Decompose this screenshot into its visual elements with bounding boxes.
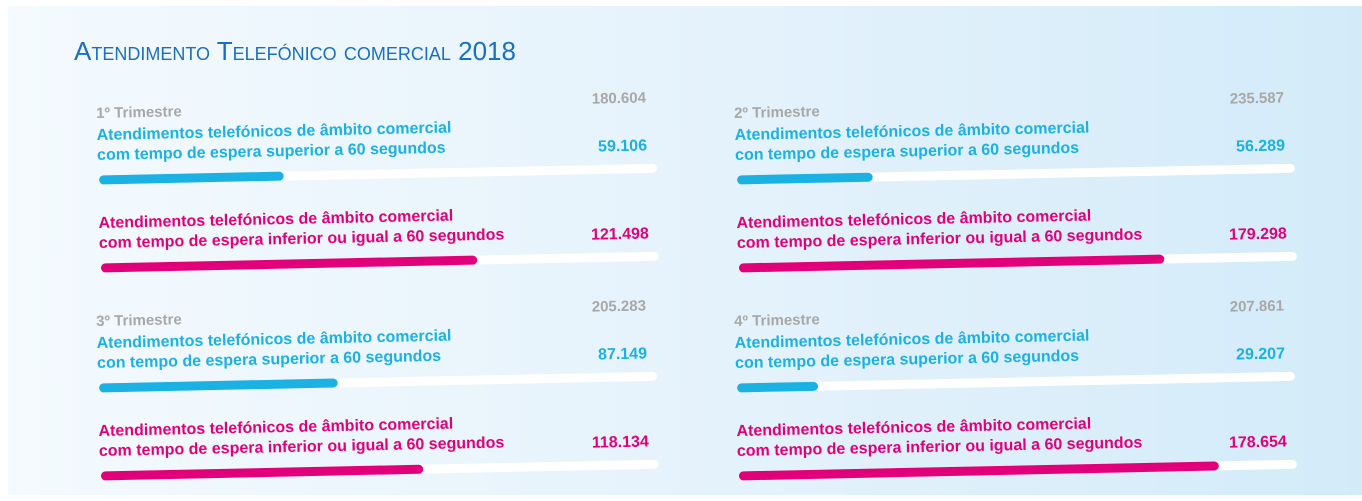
bar [99, 171, 284, 185]
value-label: 56.289 [1235, 137, 1286, 156]
total-label: 205.283 [591, 297, 647, 316]
value-label: 29.207 [1235, 345, 1286, 364]
total-label: 235.587 [1229, 89, 1285, 108]
page-title: Atendimento Telefónico comercial 2018 [74, 36, 516, 66]
total-label: 207.861 [1229, 297, 1285, 316]
value-label: 59.106 [597, 137, 648, 156]
quarter-block: 3º Trimestre 205.283 Atendimentos telefóni… [96, 297, 670, 495]
bar [737, 172, 873, 185]
value-label: 87.149 [597, 345, 648, 364]
bar [738, 254, 1165, 273]
value-label: 178.654 [1228, 433, 1288, 452]
quarter-block: 4º Trimestre 207.861 Atendimentos telefóni… [734, 297, 1308, 495]
quarter-block: 2º Trimestre 235.587 Atendimentos telefóni… [734, 89, 1308, 294]
quarter-block: 1º Trimestre 180.604 Atendimentos telefóni… [96, 89, 670, 294]
bar [738, 461, 1219, 481]
bar [100, 464, 424, 481]
bars [737, 163, 1297, 273]
value-label: 121.498 [590, 225, 650, 244]
value-label: 118.134 [591, 433, 650, 452]
panel: Atendimento Telefónico comercial 2018 1º… [8, 6, 1362, 495]
track [737, 371, 1295, 393]
quarter-label: 4º Trimestre [734, 311, 820, 330]
quarter-label: 3º Trimestre [96, 311, 182, 330]
bar [100, 255, 478, 273]
total-label: 180.604 [591, 89, 647, 108]
bar [99, 378, 338, 393]
bars [99, 371, 659, 481]
bar [737, 381, 819, 393]
quarter-label: 2º Trimestre [734, 103, 820, 122]
bars [737, 371, 1297, 481]
bars [99, 163, 659, 273]
quarter-label: 1º Trimestre [96, 103, 182, 122]
value-label: 179.298 [1228, 225, 1288, 244]
